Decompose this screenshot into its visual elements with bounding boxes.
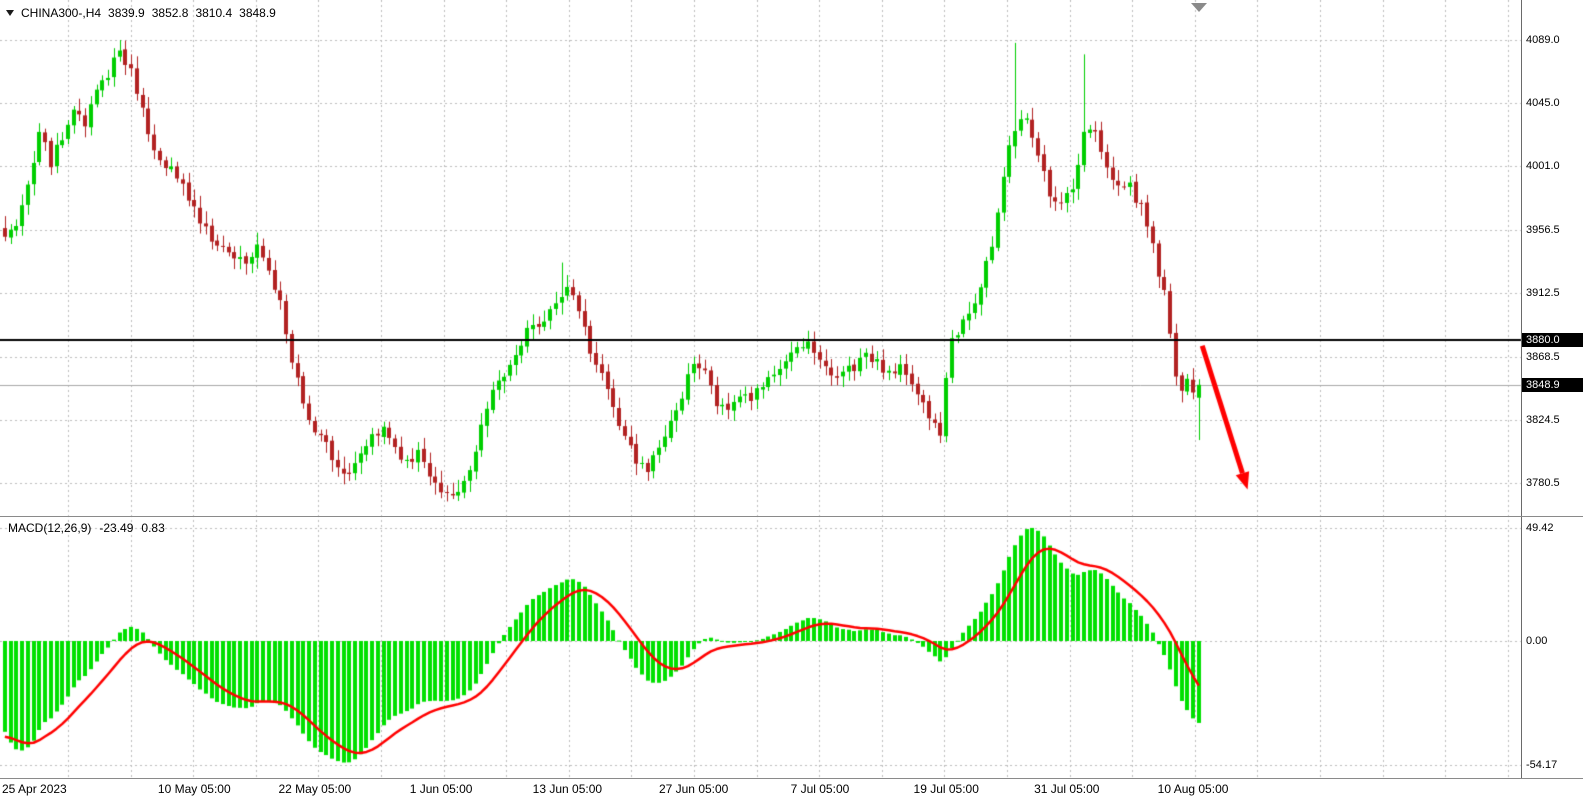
close-value: 3848.9 bbox=[239, 6, 276, 20]
macd-name: MACD(12,26,9) bbox=[8, 521, 92, 535]
macd-signal-value: 0.83 bbox=[141, 521, 165, 535]
price-axis-label: 3912.5 bbox=[1526, 287, 1560, 300]
symbol-quote-line: CHINA300-,H4 3839.9 3852.8 3810.4 3848.9 bbox=[6, 6, 276, 20]
macd-indicator-label: MACD(12,26,9) -23.49 0.83 bbox=[8, 521, 165, 535]
high-value: 3852.8 bbox=[151, 6, 189, 20]
price-axis-label: 3868.5 bbox=[1526, 350, 1560, 363]
time-axis-label: 22 May 05:00 bbox=[278, 782, 352, 796]
symbol-period-label: CHINA300-,H4 bbox=[21, 6, 102, 20]
price-axis-label: 4001.0 bbox=[1526, 160, 1560, 173]
low-value: 3810.4 bbox=[195, 6, 233, 20]
pane-divider[interactable] bbox=[0, 516, 1583, 517]
time-axis-label: 25 Apr 2023 bbox=[2, 782, 67, 796]
price-axis-label: 3780.5 bbox=[1526, 477, 1560, 489]
open-value: 3839.9 bbox=[108, 6, 145, 20]
time-axis-label: 27 Jun 05:00 bbox=[658, 782, 729, 796]
time-axis-label: 13 Jun 05:00 bbox=[532, 782, 603, 796]
macd-axis-label: 0.00 bbox=[1526, 635, 1548, 647]
macd-main-value: -23.49 bbox=[99, 521, 134, 535]
axis-border-line bbox=[1521, 0, 1522, 778]
macd-axis-label: -54.17 bbox=[1526, 758, 1558, 771]
price-axis-label: 3824.5 bbox=[1526, 413, 1560, 426]
price-axis-label: 3956.5 bbox=[1526, 224, 1560, 237]
time-axis-label: 10 Aug 05:00 bbox=[1157, 782, 1229, 796]
price-axis[interactable]: 4089.0 4045.0 4001.0 3956.5 3912.5 3868.5 3824… bbox=[1522, 0, 1583, 811]
macd-axis-label: 49.42 bbox=[1526, 521, 1554, 534]
symbol-collapse-icon[interactable] bbox=[6, 10, 14, 16]
time-axis[interactable]: 25 Apr 2023 10 May 05:00 22 May 05:00 1 Jun… bbox=[0, 782, 1521, 802]
hline-price-tag: 3880.0 bbox=[1522, 333, 1583, 348]
current-price-tag: 3848.9 bbox=[1522, 377, 1583, 392]
time-axis-label: 10 May 05:00 bbox=[157, 782, 231, 796]
time-axis-label: 1 Jun 05:00 bbox=[409, 782, 473, 796]
time-axis-divider bbox=[0, 778, 1583, 779]
time-axis-label: 19 Jul 05:00 bbox=[913, 782, 979, 796]
price-axis-label: 4045.0 bbox=[1526, 97, 1560, 110]
chart-shift-icon[interactable] bbox=[1191, 3, 1207, 12]
time-axis-label: 7 Jul 05:00 bbox=[790, 782, 850, 796]
time-axis-label: 31 Jul 05:00 bbox=[1034, 782, 1100, 796]
price-axis-label: 4089.0 bbox=[1526, 34, 1560, 46]
